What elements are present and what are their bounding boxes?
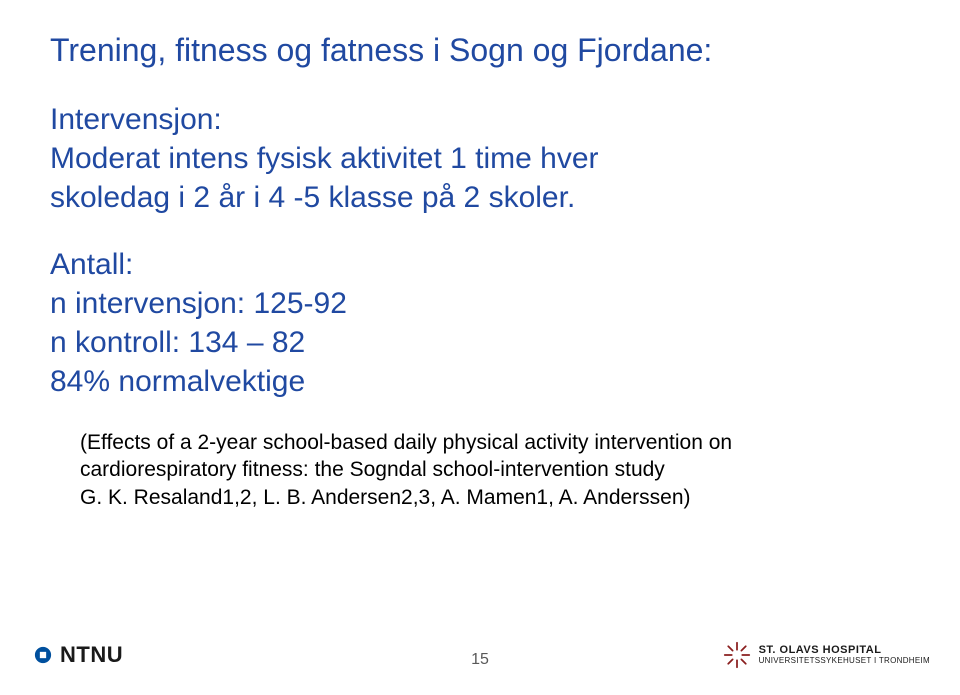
n-intervention-to: 92 [314, 287, 347, 320]
n-control-to: 82 [272, 326, 305, 359]
credits-line2: cardiorespiratory fitness: the Sogndal s… [80, 458, 665, 481]
ntnu-label: NTNU [60, 642, 123, 668]
page-number: 15 [471, 651, 489, 669]
ntnu-icon [34, 646, 52, 664]
normal-weight-label: normalvektige [118, 365, 305, 398]
stolavs-logo: ST. OLAVS HOSPITAL UNIVERSITETSSYKEHUSET… [723, 641, 930, 669]
footer: NTNU 15 ST. [0, 625, 960, 685]
intervention-line1: Moderat intens fysisk aktivitet 1 time h… [50, 142, 599, 175]
counts-block: Antall: n intervensjon: 125-92 n kontrol… [50, 245, 910, 401]
n-control-from: 134 [188, 326, 238, 359]
credits-line1: (Effects of a 2-year school-based daily … [80, 431, 732, 454]
stolavs-text: ST. OLAVS HOSPITAL UNIVERSITETSSYKEHUSET… [759, 645, 930, 665]
normal-weight-pct: 84 [50, 365, 83, 398]
ntnu-logo: NTNU [34, 642, 123, 668]
slide: Trening, fitness og fatness i Sogn og Fj… [0, 0, 960, 695]
counts-label: Antall: [50, 248, 133, 281]
intervention-block: Intervensjon: Moderat intens fysisk akti… [50, 100, 910, 217]
credits-block: (Effects of a 2-year school-based daily … [80, 429, 900, 511]
n-intervention-label: n intervensjon: [50, 287, 245, 320]
credits-line3: G. K. Resaland1,2, L. B. Andersen2,3, A.… [80, 486, 691, 509]
n-intervention-from: 125 [253, 287, 303, 320]
n-control-label: n kontroll: [50, 326, 180, 359]
slide-title: Trening, fitness og fatness i Sogn og Fj… [50, 30, 910, 70]
stolavs-line2: UNIVERSITETSSYKEHUSET I TRONDHEIM [759, 657, 930, 665]
stolavs-line1: ST. OLAVS HOSPITAL [759, 645, 930, 657]
intervention-line2: skoledag i 2 år i 4 -5 klasse på 2 skole… [50, 181, 575, 214]
intervention-label: Intervensjon: [50, 103, 222, 136]
stolavs-icon [723, 641, 751, 669]
